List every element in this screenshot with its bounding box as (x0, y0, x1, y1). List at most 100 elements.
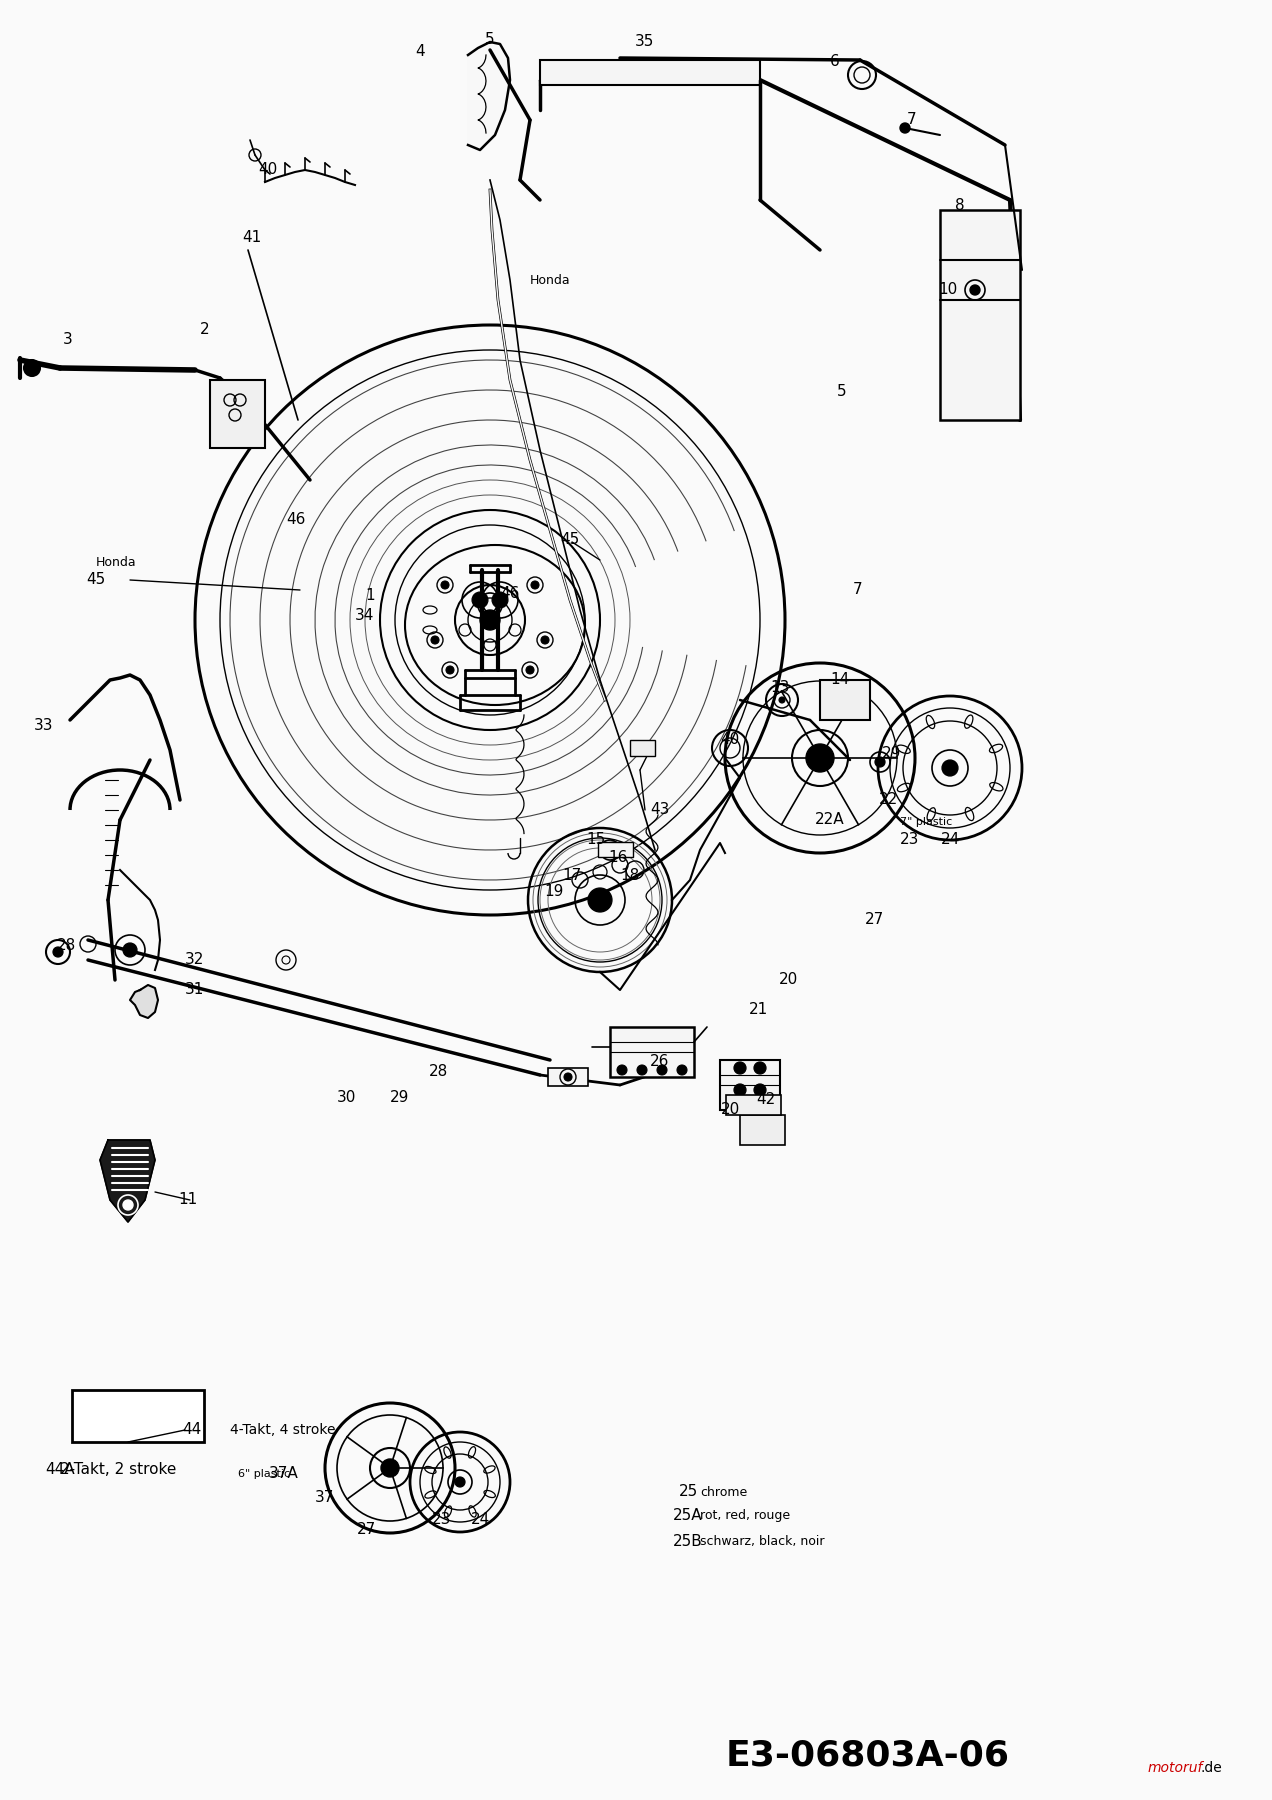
Text: 23: 23 (901, 832, 920, 848)
Text: 7" plastic: 7" plastic (901, 817, 953, 826)
Text: 45: 45 (86, 572, 106, 587)
Text: 18: 18 (621, 869, 640, 884)
Text: 22A: 22A (815, 812, 845, 828)
Text: 25B: 25B (673, 1534, 703, 1550)
Text: 35: 35 (635, 34, 654, 49)
Text: motoruf: motoruf (1149, 1760, 1203, 1775)
Text: 33: 33 (34, 718, 53, 734)
Circle shape (541, 635, 550, 644)
Text: 32: 32 (184, 952, 204, 968)
Text: E3-06803A-06: E3-06803A-06 (726, 1739, 1010, 1771)
Circle shape (53, 947, 64, 958)
Text: 24: 24 (471, 1512, 490, 1528)
Text: 17: 17 (562, 869, 581, 884)
Text: 46: 46 (286, 513, 305, 527)
Text: 45: 45 (561, 533, 580, 547)
Text: 6" plastic: 6" plastic (238, 1469, 290, 1480)
Text: 28: 28 (56, 938, 75, 954)
Text: 37: 37 (314, 1490, 333, 1505)
Text: 42: 42 (757, 1093, 776, 1107)
Text: 34: 34 (355, 608, 375, 623)
Text: 31: 31 (184, 983, 204, 997)
Text: 25A: 25A (673, 1508, 703, 1523)
Text: 10: 10 (939, 283, 958, 297)
Bar (740, 1114, 785, 1145)
Circle shape (123, 943, 137, 958)
Text: 1: 1 (365, 587, 375, 603)
Text: 40: 40 (258, 162, 277, 178)
Text: .de: .de (1199, 1760, 1221, 1775)
Text: 6: 6 (831, 54, 840, 70)
Circle shape (778, 697, 785, 704)
Text: 27: 27 (356, 1523, 375, 1537)
Text: 13: 13 (771, 680, 790, 695)
Text: 27: 27 (865, 913, 884, 927)
Bar (720, 1060, 780, 1111)
Circle shape (734, 1062, 745, 1075)
Text: 11: 11 (178, 1192, 197, 1208)
Circle shape (588, 887, 612, 913)
Polygon shape (100, 1139, 155, 1222)
Text: Honda: Honda (95, 556, 136, 569)
Bar (726, 1094, 781, 1114)
Text: 44: 44 (182, 1422, 202, 1438)
Text: 23: 23 (432, 1512, 452, 1528)
Text: 28: 28 (429, 1064, 448, 1080)
Circle shape (754, 1062, 766, 1075)
Circle shape (455, 1478, 466, 1487)
Text: 29: 29 (883, 747, 902, 761)
Circle shape (123, 1201, 134, 1210)
Text: 46: 46 (500, 587, 520, 601)
Circle shape (875, 758, 885, 767)
Text: 29: 29 (391, 1091, 410, 1105)
Text: 43: 43 (650, 803, 669, 817)
Circle shape (605, 844, 614, 855)
Bar (820, 680, 870, 720)
Circle shape (677, 1066, 687, 1075)
Text: 16: 16 (608, 851, 627, 866)
Circle shape (446, 666, 454, 673)
Text: 22: 22 (879, 792, 898, 808)
Bar (630, 740, 655, 756)
Circle shape (734, 1084, 745, 1096)
Text: 5: 5 (837, 385, 847, 400)
Circle shape (480, 610, 500, 630)
Circle shape (431, 635, 439, 644)
Text: 8: 8 (955, 198, 965, 212)
Text: 44A: 44A (46, 1462, 75, 1478)
Text: 20: 20 (778, 972, 798, 988)
Text: 7: 7 (854, 583, 862, 598)
Circle shape (901, 122, 909, 133)
Circle shape (563, 1073, 572, 1082)
Text: 2: 2 (200, 322, 210, 338)
Circle shape (806, 743, 834, 772)
Circle shape (527, 666, 534, 673)
Bar (73, 1390, 204, 1442)
Text: 14: 14 (831, 673, 850, 688)
Text: 26: 26 (650, 1055, 669, 1069)
Text: 41: 41 (243, 230, 262, 245)
Text: chrome: chrome (700, 1485, 747, 1498)
Circle shape (637, 1066, 647, 1075)
Polygon shape (130, 985, 158, 1019)
Text: schwarz, black, noir: schwarz, black, noir (700, 1535, 824, 1548)
Circle shape (472, 592, 488, 608)
Circle shape (530, 581, 539, 589)
Circle shape (971, 284, 979, 295)
Circle shape (617, 1066, 627, 1075)
Polygon shape (468, 41, 510, 149)
Circle shape (754, 1084, 766, 1096)
Bar (940, 211, 1020, 419)
Text: 3: 3 (64, 333, 73, 347)
Circle shape (441, 581, 449, 589)
Text: 20: 20 (720, 1102, 739, 1118)
Text: 37A: 37A (270, 1467, 299, 1481)
Text: 5: 5 (485, 32, 495, 47)
Circle shape (492, 592, 508, 608)
Text: 15: 15 (586, 832, 605, 848)
Circle shape (382, 1460, 399, 1478)
Text: 30: 30 (336, 1091, 356, 1105)
Text: Honda: Honda (530, 274, 571, 286)
Text: 21: 21 (748, 1003, 767, 1017)
Text: 2-Takt, 2 stroke: 2-Takt, 2 stroke (60, 1462, 177, 1478)
